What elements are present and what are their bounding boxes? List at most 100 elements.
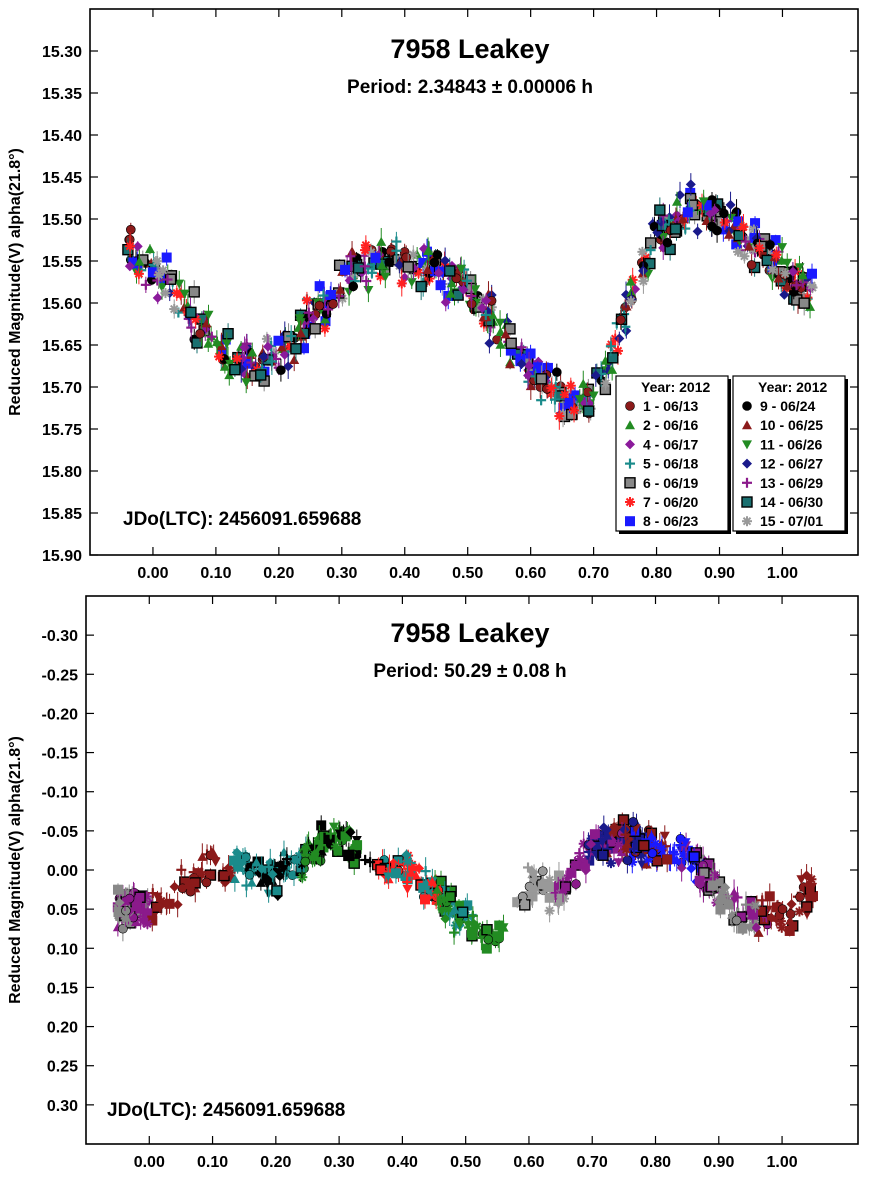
data-point (590, 370, 601, 381)
data-point (348, 281, 359, 292)
data-point (430, 266, 441, 277)
data-point (157, 283, 168, 293)
data-point (440, 913, 451, 924)
data-point (138, 917, 149, 927)
y-tick-label: 15.45 (42, 170, 82, 187)
y-tick-label: 0.30 (47, 1098, 78, 1115)
data-point (516, 359, 527, 370)
data-point (128, 257, 139, 268)
data-point (504, 323, 516, 335)
data-point (443, 904, 454, 915)
data-point (794, 906, 805, 917)
data-point (152, 292, 163, 303)
data-point (251, 857, 262, 867)
data-point (449, 927, 460, 938)
data-point (638, 839, 650, 852)
data-point (638, 276, 649, 287)
data-point (195, 328, 205, 339)
data-point (323, 304, 334, 315)
data-point (675, 840, 686, 851)
data-point (733, 229, 745, 242)
legend-marker (741, 496, 753, 508)
data-point (724, 899, 735, 910)
data-point (219, 361, 230, 371)
data-point (314, 281, 325, 292)
data-point (744, 923, 755, 933)
data-point (186, 322, 197, 333)
data-point (549, 394, 560, 405)
data-point (677, 214, 688, 224)
data-point (557, 895, 568, 905)
legend-box: Year: 2012 1 - 06/13 2 - 06/16 4 - 06/17 5 -… (615, 375, 731, 534)
data-point (462, 900, 473, 911)
data-point (787, 266, 798, 277)
data-point (582, 405, 595, 417)
data-point (619, 824, 630, 835)
data-point (770, 235, 781, 246)
legend-marker (625, 401, 635, 411)
data-point (575, 854, 586, 865)
data-point (276, 342, 287, 352)
data-point (784, 925, 795, 936)
data-point (785, 915, 796, 925)
data-point (722, 891, 733, 902)
data-point (480, 309, 491, 320)
chart-title: 7958 Leakey (390, 618, 549, 648)
data-point (241, 378, 252, 388)
x-tick-label: 0.40 (389, 565, 420, 582)
data-point (169, 304, 180, 315)
x-tick-label: 0.90 (704, 565, 735, 582)
y-tick-label: 15.30 (42, 44, 82, 61)
data-point (777, 904, 788, 914)
data-point (608, 843, 619, 854)
data-point (477, 302, 488, 313)
data-point (797, 270, 808, 280)
data-point (390, 868, 401, 879)
legend-entry: 15 - 07/01 (760, 513, 823, 529)
data-point (600, 378, 611, 389)
data-point (646, 831, 657, 841)
data-point (606, 835, 617, 846)
data-point (295, 328, 306, 338)
data-point (483, 934, 494, 945)
data-point (406, 867, 417, 877)
data-point (318, 290, 329, 301)
x-tick-label: 0.50 (452, 565, 483, 582)
data-point (484, 338, 495, 349)
data-point (184, 879, 195, 890)
data-point (114, 897, 125, 908)
data-point (125, 224, 136, 235)
data-point (314, 300, 325, 311)
data-point (292, 855, 303, 866)
data-point (133, 268, 144, 279)
data-point (309, 848, 320, 859)
data-point (112, 884, 123, 895)
data-point (620, 829, 631, 840)
data-point (134, 256, 145, 266)
data-point (801, 901, 813, 913)
data-point (154, 901, 165, 912)
data-point (427, 876, 438, 886)
data-point (222, 328, 234, 340)
data-point (196, 867, 207, 878)
data-point (422, 265, 433, 275)
data-point (527, 883, 538, 893)
data-point (340, 264, 351, 275)
data-point (715, 904, 726, 915)
data-point (396, 278, 407, 289)
legend-marker (742, 516, 752, 527)
data-point (363, 286, 374, 296)
data-point (771, 249, 782, 260)
data-point (147, 267, 158, 278)
data-point (622, 839, 633, 849)
data-point (603, 827, 614, 838)
data-point (698, 197, 709, 207)
data-point (753, 927, 764, 937)
data-point (197, 851, 208, 861)
legend-entry: 2 - 06/16 (643, 417, 698, 433)
x-tick-label: 0.00 (134, 1154, 165, 1171)
data-point (613, 839, 624, 850)
data-point (637, 246, 648, 257)
data-point (214, 351, 225, 362)
x-tick-label: 0.90 (703, 1154, 734, 1171)
